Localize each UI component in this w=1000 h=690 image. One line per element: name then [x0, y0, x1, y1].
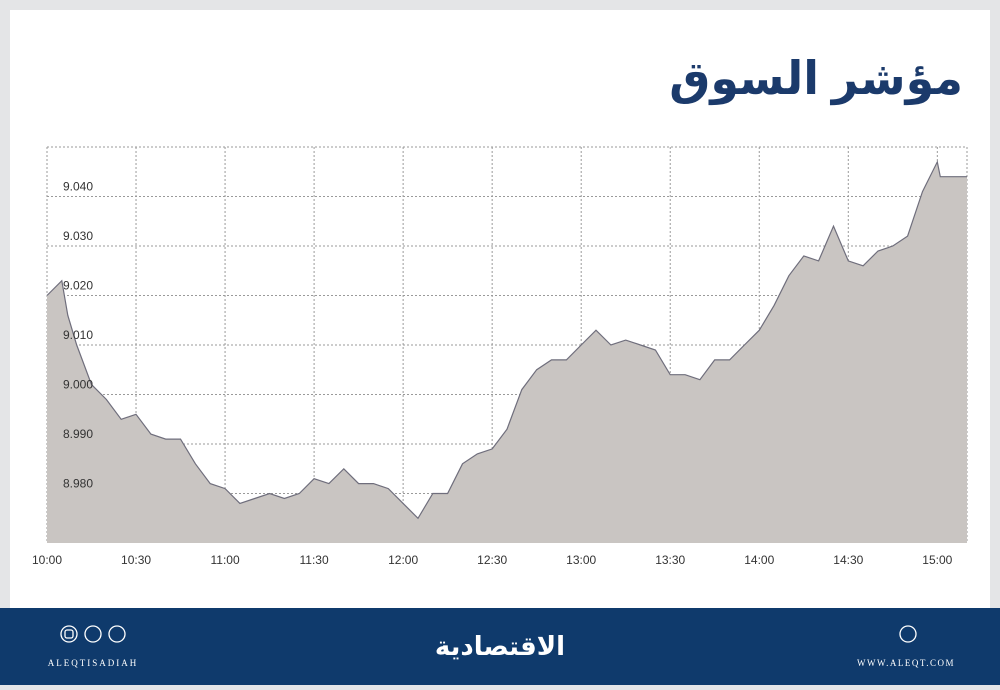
x-tick-label: 10:00 [32, 553, 62, 567]
y-tick-label: 9.030 [63, 229, 93, 243]
brand: الاقتصادية [435, 631, 565, 661]
y-tick-label: 9.010 [63, 328, 93, 342]
x-tick-label: 15:00 [922, 553, 952, 567]
handle: ALEQTISADIAH [48, 658, 139, 668]
x-tick-label: 11:30 [300, 553, 329, 567]
x-tick-label: 11:00 [210, 553, 239, 567]
website: WWW.ALEQT.COM [857, 658, 955, 668]
x-tick-label: 14:30 [833, 553, 863, 567]
area [47, 161, 967, 543]
x-tick-label: 13:30 [655, 553, 685, 567]
x-tick-label: 10:30 [121, 553, 151, 567]
x-tick-label: 13:00 [566, 553, 596, 567]
x-tick-label: 12:00 [388, 553, 418, 567]
plot: 8.980 8.990 9.000 9.010 9.020 9.030 9.040 10:00… [32, 146, 968, 567]
y-tick-label: 8.990 [63, 427, 93, 441]
y-tick-label: 8.980 [63, 477, 93, 491]
y-tick-label: 9.020 [63, 279, 93, 293]
chart-title: مؤشر السوق [669, 52, 963, 105]
x-tick-label: 14:00 [744, 553, 774, 567]
line [46, 160, 967, 520]
y-tick-label: 9.000 [63, 378, 93, 392]
footer [0, 608, 1000, 685]
social-icons [60, 625, 917, 643]
y-tick-label: 9.040 [63, 180, 93, 194]
x-tick-label: 12:30 [477, 553, 507, 567]
